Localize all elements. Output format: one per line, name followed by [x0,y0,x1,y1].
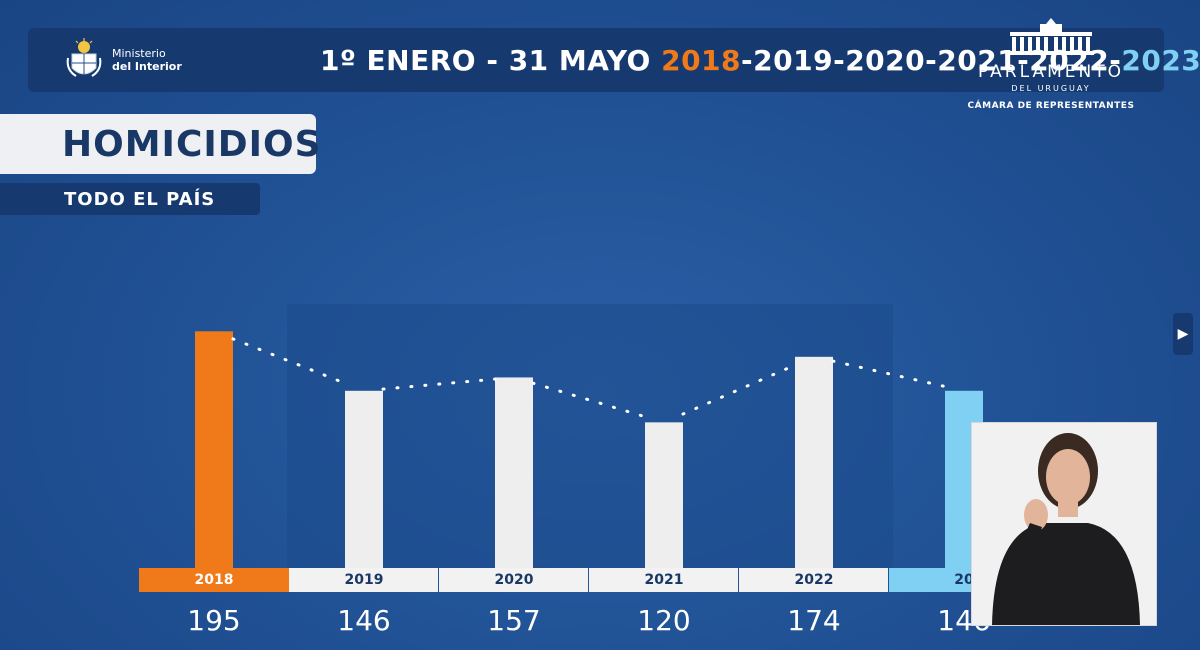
year-label-2022: 2022 [794,572,834,588]
ministry-logo: Ministerio del Interior [64,38,182,82]
parliament-building-icon [1008,18,1094,55]
bar-2021 [645,422,683,568]
value-label-2019: 146 [337,604,391,637]
chart-title: HOMICIDIOS [62,124,322,165]
year-band-2018 [139,568,289,592]
trend-segment-2020-2021 [531,381,647,419]
banner-year-2023: 2023 [1121,44,1200,77]
play-arrow-button[interactable]: ▶ [1173,313,1193,355]
value-label-2020: 157 [487,604,541,637]
year-label-2018: 2018 [194,572,234,588]
interpreter-person-icon [972,423,1156,625]
value-label-2021: 120 [637,604,691,637]
year-band-2021 [589,568,738,592]
year-label-2019: 2019 [344,572,384,588]
value-label-2018: 195 [187,604,241,637]
year-label-2021: 2021 [644,572,684,588]
value-label-2022: 174 [787,604,841,637]
ministry-line1: Ministerio [112,47,166,60]
chart-subtitle: TODO EL PAÍS [64,189,216,210]
trend-segment-2018-2019 [231,337,347,385]
chart-panel [287,304,893,568]
banner-year-2018: 2018 [661,44,742,77]
bar-2020 [495,377,533,568]
parlamento-sub1: DEL URUGUAY [1011,84,1091,93]
trend-segment-2019-2020 [381,377,497,391]
year-label-2023: 20 [954,572,974,588]
sign-language-interpreter-video [971,422,1157,626]
year-band-2022 [739,568,888,592]
parlamento-sub2: CÁMARA DE REPRESENTANTES [967,101,1135,111]
title-box [0,114,316,174]
top-banner [28,28,1164,92]
banner-title-prefix: 1º ENERO - 31 MAYO [320,44,662,77]
year-label-2020: 2020 [494,572,534,588]
parlamento-logo: PARLAMENTO DEL URUGUAY CÁMARA DE REPRESE… [966,16,1136,111]
bar-2018 [195,331,233,568]
uruguay-coat-of-arms-icon [66,38,102,77]
subtitle-box [0,183,260,215]
bar-2019 [345,390,383,568]
bar-2022 [795,356,833,568]
year-band-2019 [289,568,438,592]
play-arrow-icon: ▶ [1177,326,1189,342]
year-band-2020 [439,568,588,592]
trend-segment-2022-2023 [831,359,947,388]
ministry-line2: del Interior [112,60,182,73]
parlamento-name: PARLAMENTO [978,62,1124,82]
